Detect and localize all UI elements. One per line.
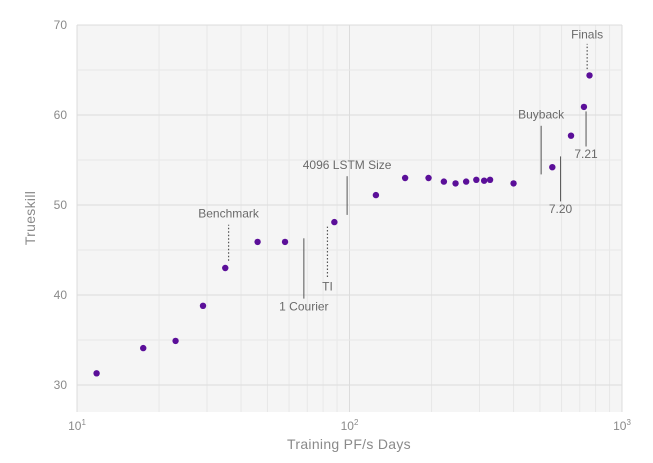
data-point (462, 178, 470, 185)
annotation-label: TI (322, 280, 333, 294)
data-point (222, 264, 229, 272)
data-point (254, 238, 261, 246)
y-tick-label: 60 (54, 108, 68, 122)
annotation-label: 7.20 (549, 202, 573, 216)
x-tick-label: 101 (68, 418, 86, 433)
annotation-label: Benchmark (198, 207, 260, 221)
y-axis-ticks: 30 40 50 60 70 (54, 18, 68, 392)
annotation-label: 1 Courier (279, 299, 328, 313)
annotations: Benchmark 1 Courier TI 4096 LSTM Size Buybac… (198, 28, 603, 314)
annotation-label: 4096 LSTM Size (303, 158, 392, 172)
data-point (549, 164, 556, 171)
data-point (425, 174, 432, 182)
data-points (93, 72, 593, 377)
annotation-label: Finals (571, 28, 603, 42)
y-axis-label: Trueskill (22, 191, 38, 245)
data-point (580, 103, 588, 111)
y-tick-label: 70 (54, 18, 68, 32)
data-point (372, 191, 380, 199)
data-point (473, 176, 480, 183)
grid (76, 24, 623, 412)
y-tick-label: 50 (54, 198, 68, 212)
data-point (93, 370, 100, 377)
x-tick-label: 103 (613, 418, 631, 433)
data-point (452, 180, 459, 187)
annotation-label: 7.21 (574, 147, 598, 161)
y-tick-label: 40 (54, 288, 68, 302)
x-tick-label: 102 (341, 418, 359, 433)
data-point (140, 344, 147, 352)
x-axis-label: Training PF/s Days (287, 436, 411, 452)
data-point (172, 337, 179, 345)
data-point (440, 178, 448, 185)
data-point (510, 180, 517, 187)
y-tick-label: 30 (54, 378, 68, 392)
data-point (586, 72, 593, 79)
data-point (480, 177, 488, 184)
data-point (486, 176, 494, 183)
data-point (567, 132, 575, 139)
data-point (401, 174, 409, 182)
x-axis-ticks: 101 102 103 (68, 418, 631, 433)
data-point (331, 218, 338, 226)
data-point (281, 238, 289, 246)
annotation-label: Buyback (518, 108, 565, 122)
data-point (199, 302, 207, 309)
